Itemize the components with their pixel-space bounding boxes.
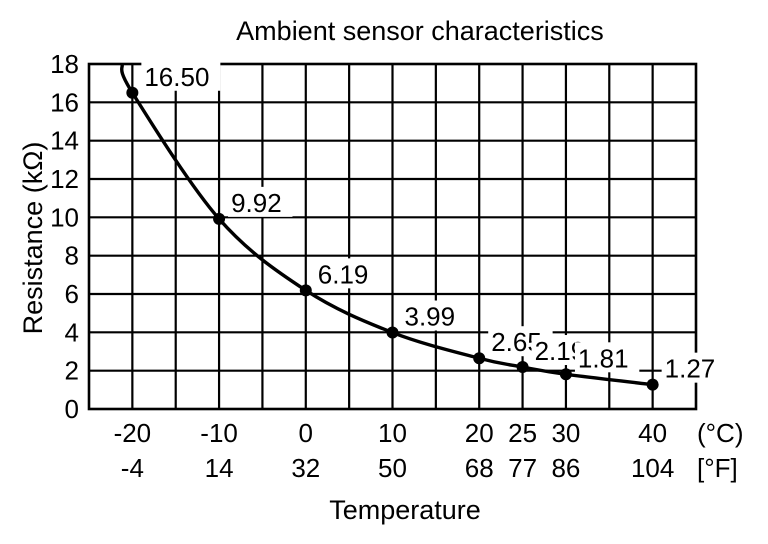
data-labels: 16.509.926.193.992.652.191.81 1.27 [141,60,727,384]
data-point [213,212,226,225]
data-label-bg [574,342,640,373]
data-point [386,326,399,339]
data-label: 6.19 [318,259,369,289]
x-axis-title: Temperature [329,495,481,525]
x-tick-label-fahrenheit: 32 [291,453,320,483]
data-point [646,378,659,391]
data-label-bg [228,186,293,217]
y-tick-label: 2 [65,356,79,386]
data-label: 9.92 [231,188,282,218]
y-tick-label: 12 [50,164,79,194]
x-tick-label-celsius: 25 [508,418,537,448]
x-tick-label-celsius: -20 [114,418,152,448]
y-tick-labels: 0 2 4 6 8 10 12 14 16 18 [50,49,79,424]
x-tick-label-fahrenheit: 77 [508,453,537,483]
x-tick-label-fahrenheit: 14 [205,453,234,483]
curve-layer [120,63,659,391]
y-tick-label: 16 [50,87,79,117]
chart-title: Ambient sensor characteristics [236,16,604,46]
data-point [126,86,139,99]
y-tick-label: 10 [50,202,79,232]
x-tick-label-celsius: 0 [299,418,313,448]
y-tick-label: 0 [65,394,79,424]
y-tick-label: 14 [50,126,79,156]
x-tick-label-celsius: 10 [378,418,407,448]
data-point [516,361,529,374]
x-tick-label-celsius: 30 [551,418,580,448]
data-label-bg [401,300,466,331]
x-tick-label-fahrenheit: -4 [121,453,144,483]
data-label: 1.81 [578,343,629,373]
y-tick-label: 6 [65,279,79,309]
y-tick-label: 4 [65,317,79,347]
x-tick-label-celsius: 20 [465,418,494,448]
y-axis-title: Resistance (kΩ) [18,142,48,335]
series-line [120,63,653,387]
data-label: 1.27 [665,354,716,384]
x-tick-label-celsius: -10 [200,418,238,448]
x-tick-labels: -20 -4 -10 14 0 32 10 50 20 68 25 77 30 86 40 104 [114,418,675,483]
data-label-bg [661,352,727,383]
data-point [473,352,486,365]
data-label-bg [314,258,380,289]
data-label-bg [141,60,221,91]
x-celsius-unit: (°C) [697,418,744,448]
x-tick-label-fahrenheit: 68 [465,453,494,483]
x-tick-label-fahrenheit: 50 [378,453,407,483]
data-point [559,368,572,381]
x-tick-label-fahrenheit: 104 [631,453,674,483]
y-tick-label: 8 [65,241,79,271]
plot-frame [87,62,698,411]
x-fahrenheit-unit: [°F] [697,453,738,483]
data-label: 16.50 [144,62,209,92]
data-label: 3.99 [405,302,456,332]
y-tick-label: 18 [50,49,79,79]
x-tick-label-fahrenheit: 86 [551,453,580,483]
x-tick-label-celsius: 40 [638,418,667,448]
data-point [299,284,312,297]
